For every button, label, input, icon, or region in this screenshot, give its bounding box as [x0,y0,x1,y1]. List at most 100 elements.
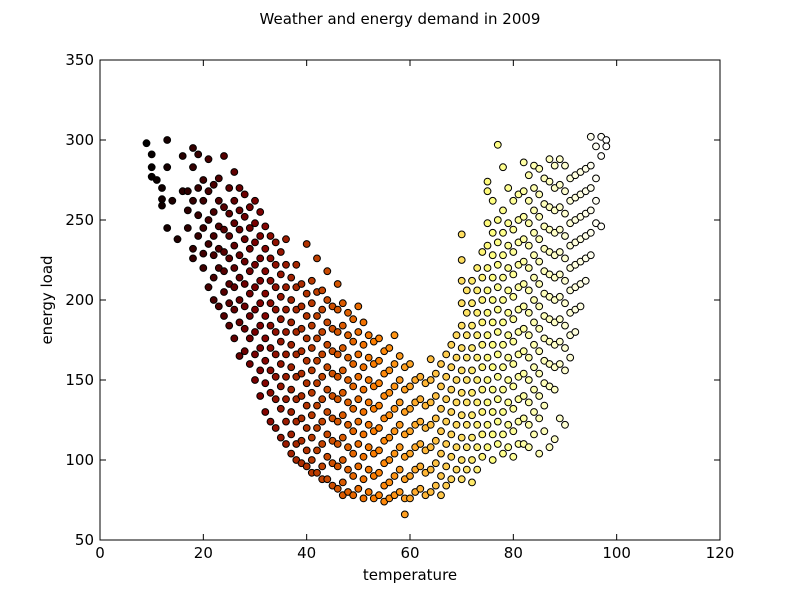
data-point [251,283,259,292]
data-point [499,228,507,237]
data-point [385,411,394,420]
data-point [375,468,383,477]
data-point [468,276,476,285]
data-point [468,456,476,464]
data-point [488,251,497,260]
data-point [354,417,363,426]
data-point [282,395,290,404]
data-point [230,168,239,176]
data-point [390,427,399,436]
data-point [338,411,347,420]
data-point [524,376,533,384]
x-axis: 0 20 40 60 80 100 120 [95,60,734,562]
data-point [256,208,265,216]
data-point [442,372,451,381]
data-point [152,176,161,184]
data-point [240,235,249,244]
data-point [540,427,549,436]
data-point [359,340,368,349]
data-point [426,488,435,496]
data-point [462,376,471,384]
data-point [462,398,471,407]
data-point [385,456,394,464]
data-point [602,136,611,144]
data-point [276,404,285,413]
data-point [302,424,311,432]
data-point [509,360,518,368]
data-point [561,321,569,330]
data-point [199,176,208,184]
x-tick-label: 0 [95,544,105,562]
data-point [488,456,497,464]
data-point [318,440,327,448]
data-point [271,395,280,404]
data-point [256,392,265,400]
data-point [287,318,296,327]
data-point [364,331,373,340]
data-point [426,355,435,364]
data-point [245,267,254,276]
data-point [354,395,363,404]
data-point [468,433,476,442]
data-point [359,385,368,394]
data-point [220,288,228,296]
data-point [313,446,321,455]
data-point [561,254,569,263]
data-point [344,353,352,362]
data-point [261,289,270,298]
y-tick-label: 150 [65,371,94,389]
data-point [561,232,569,240]
data-point [251,305,259,314]
data-point [586,161,595,170]
data-point [276,382,285,391]
data-point [550,435,559,444]
data-point [209,180,218,189]
data-point [437,404,445,413]
data-point [359,475,368,484]
data-point [447,475,456,484]
data-point [457,475,466,484]
data-point [287,296,296,304]
data-point [488,228,497,237]
data-point [220,203,228,212]
data-point [183,187,192,196]
data-point [220,248,228,256]
data-point [189,254,197,263]
data-point [385,478,394,487]
data-point [483,331,492,340]
data-point [524,308,533,317]
data-point [349,382,358,391]
data-point [266,417,275,426]
data-point [364,398,373,407]
data-point [375,424,383,432]
data-point [292,260,301,269]
data-point [168,196,177,205]
data-point [333,417,342,426]
data-point [468,411,476,420]
data-point [287,449,296,458]
data-point [509,315,518,324]
data-point [488,340,497,349]
data-point [349,449,358,458]
data-point [442,395,451,404]
data-point [442,440,451,448]
data-point [488,363,497,372]
data-point [540,401,549,410]
data-point [462,465,471,474]
data-point [483,443,492,452]
data-point [447,430,456,439]
data-point [509,337,518,346]
data-point [437,449,445,458]
data-point [493,305,502,314]
data-point [158,195,166,204]
data-point [204,155,213,164]
data-point [545,443,554,452]
data-point [406,382,414,391]
data-point [524,398,533,407]
data-point [488,408,497,416]
data-point [483,219,492,228]
data-point [592,196,600,205]
data-point [524,196,533,205]
data-point [530,228,538,237]
